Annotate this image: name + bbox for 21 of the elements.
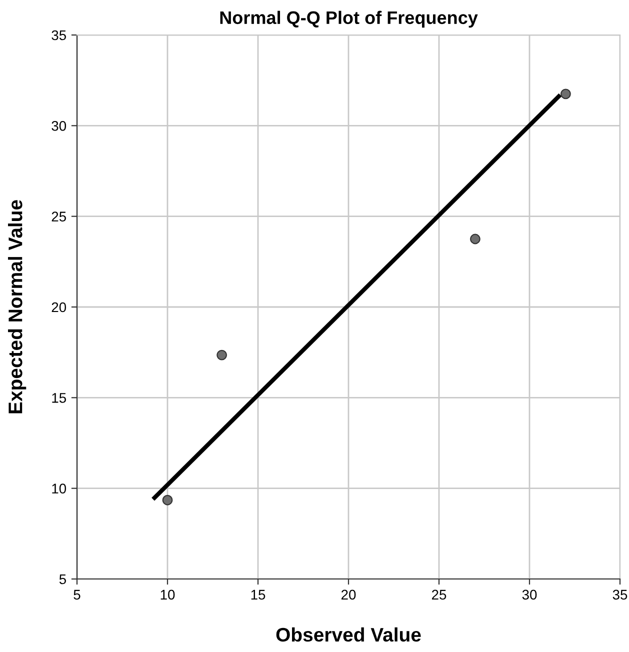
chart-title: Normal Q-Q Plot of Frequency (220, 10, 478, 28)
y-tick-label: 35 (52, 30, 66, 40)
x-tick-label: 25 (432, 590, 446, 600)
point (470, 234, 480, 244)
y-tick-label: 20 (52, 302, 66, 312)
point (216, 350, 228, 360)
y-axis-title: Expected Normal Value (8, 200, 26, 414)
y-tick-label: 30 (52, 121, 66, 131)
x-axis-title: Observed Value (276, 627, 421, 642)
point (560, 88, 571, 100)
x-tick-label: 20 (341, 590, 356, 600)
x-tick-label: 15 (251, 590, 266, 600)
y-tick-label: 15 (52, 393, 66, 403)
y-tick-label: 25 (52, 212, 66, 222)
point (162, 494, 173, 506)
y-tick-label: 10 (52, 484, 66, 494)
x-tick-label: 30 (522, 590, 537, 600)
x-tick-label: 10 (160, 590, 175, 600)
x-tick-label: 35 (612, 590, 628, 600)
y-tick-label: 5 (59, 574, 66, 584)
x-tick-label: 5 (74, 590, 80, 600)
